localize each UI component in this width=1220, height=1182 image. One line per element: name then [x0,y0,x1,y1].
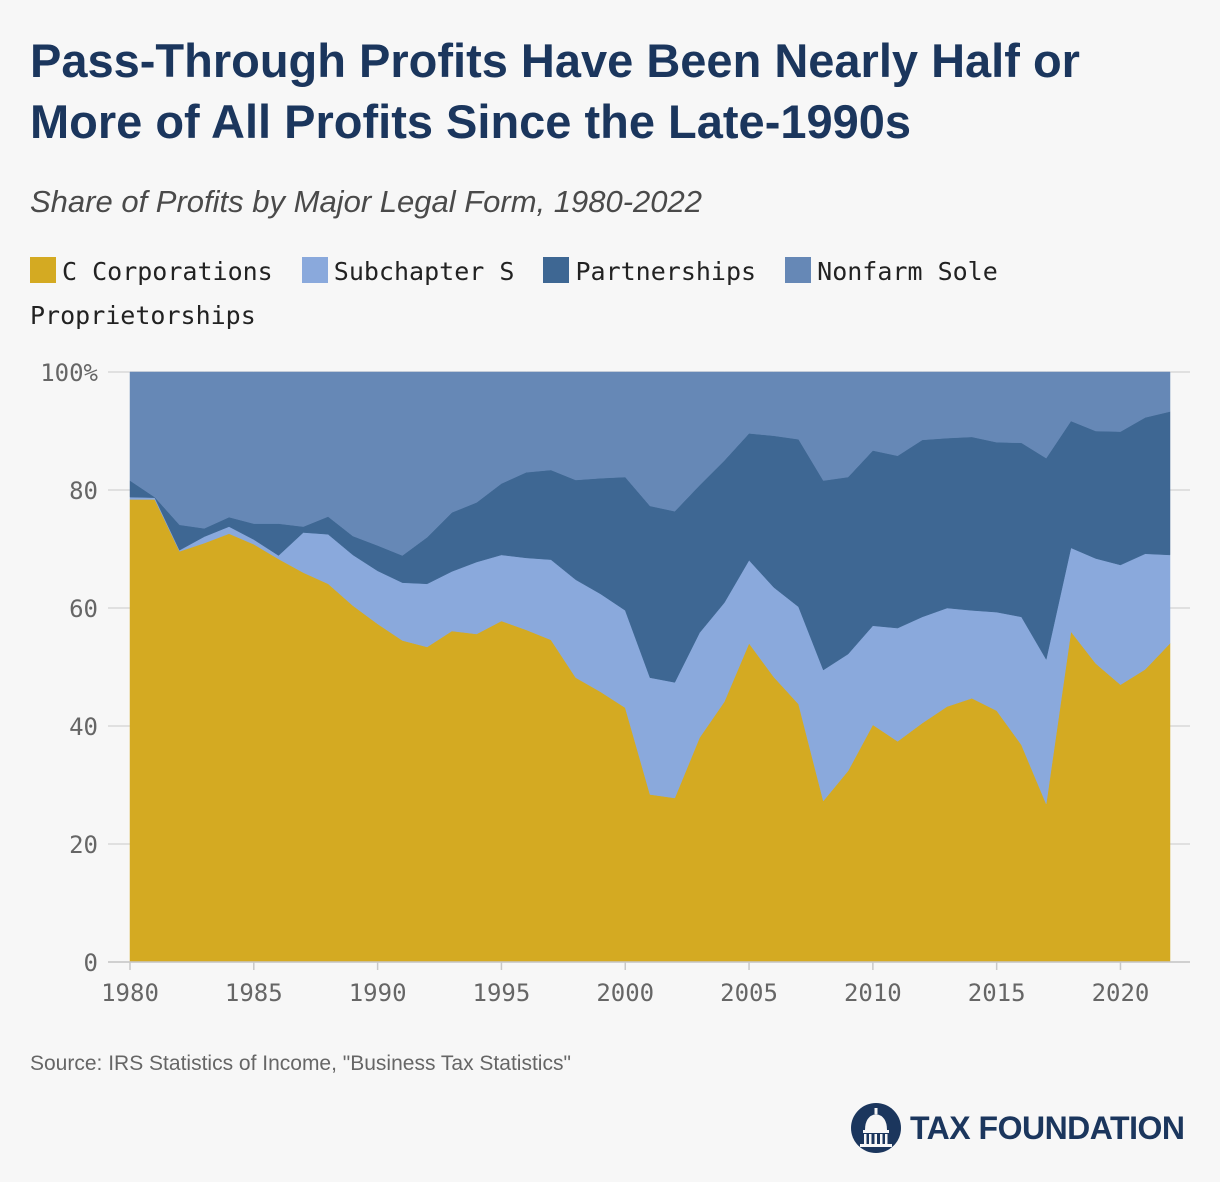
legend-item-c-corporations: C Corporations [30,257,273,286]
legend-item-partnerships: Partnerships [543,257,756,286]
legend-swatch [543,257,570,283]
legend-label: Nonfarm Sole Proprietorships [30,257,998,330]
x-tick-label: 2000 [596,979,654,1007]
y-tick-label: 60 [69,595,98,623]
legend-label: C Corporations [62,257,273,286]
area-series-nonfarm-sole-proprietorships [129,371,1171,556]
source-note: Source: IRS Statistics of Income, "Busin… [30,1052,571,1075]
y-tick-label: 80 [69,477,98,505]
x-tick-label: 2020 [1092,979,1150,1007]
x-tick-label: 2015 [968,979,1026,1007]
x-tick-label: 1985 [225,979,283,1007]
x-tick-label: 1980 [101,979,159,1007]
legend-label: Subchapter S [333,257,515,286]
y-tick-label: 100% [40,359,98,387]
legend-item-subchapter-s: Subchapter S [301,257,515,286]
y-tick-label: 0 [84,949,98,977]
brand-name: TAX FOUNDATION [910,1109,1185,1146]
legend-swatch [301,257,328,283]
x-tick-label: 1995 [473,979,531,1007]
legend-label: Partnerships [575,257,757,286]
legend-item-sole-proprietorships: Nonfarm Sole Proprietorships [30,257,998,330]
legend: C Corporations Subchapter S Partnerships… [30,250,1150,338]
chart-title: Pass-Through Profits Have Been Nearly Ha… [30,34,1080,148]
legend-swatch [30,257,56,283]
y-tick-label: 20 [69,831,98,859]
y-tick-label: 40 [69,713,98,741]
x-tick-label: 1990 [349,979,407,1007]
brand-logo: TAX FOUNDATION [850,1102,1185,1154]
legend-swatch [785,257,812,283]
capitol-dome-icon [851,1103,901,1153]
x-tick-label: 2005 [720,979,778,1007]
x-tick-label: 2010 [844,979,902,1007]
chart-subtitle: Share of Profits by Major Legal Form, 19… [30,184,703,219]
